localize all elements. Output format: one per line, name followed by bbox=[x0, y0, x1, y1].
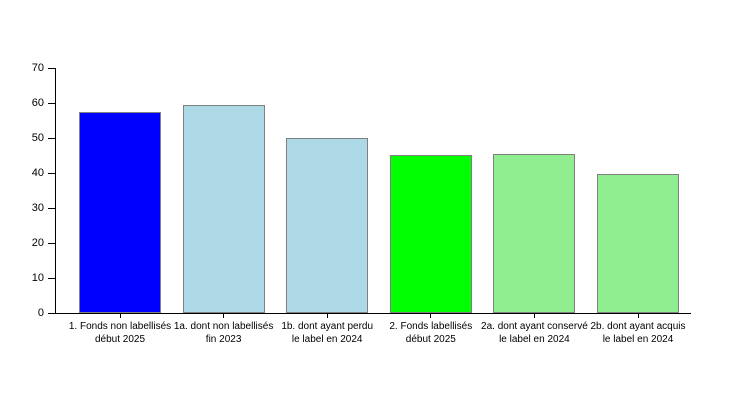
y-tick-label: 30 bbox=[31, 202, 44, 214]
x-axis-label-line: 1a. dont non labellisés bbox=[173, 321, 274, 332]
bar bbox=[493, 154, 576, 313]
x-axis-label: 2. Fonds labellisés début 2025 bbox=[361, 320, 501, 346]
bar bbox=[597, 174, 679, 313]
x-axis-label-line: 2. Fonds labellisés bbox=[389, 321, 473, 332]
x-axis-label: 2a. dont ayant conservé le label en 2024 bbox=[464, 320, 604, 346]
y-tick-label: 40 bbox=[31, 167, 44, 179]
y-tick bbox=[48, 137, 55, 139]
x-axis-label-line: 2a. dont ayant conservé bbox=[481, 321, 588, 332]
y-tick bbox=[48, 312, 55, 314]
y-tick-label: 10 bbox=[31, 272, 44, 284]
x-tick bbox=[326, 313, 328, 318]
x-axis-label: 1. Fonds non labellisés début 2025 bbox=[50, 320, 190, 346]
bar bbox=[182, 105, 265, 313]
x-axis-label-line: 2b. dont ayant acquis bbox=[590, 321, 686, 332]
x-tick bbox=[430, 313, 432, 318]
plot-area: 0 10 20 30 40 50 60 70 1. Fonds non labellisés dé… bbox=[32, 62, 691, 345]
x-axis-label-line: le label en 2024 bbox=[291, 334, 363, 345]
bar bbox=[389, 155, 472, 313]
y-tick-label: 60 bbox=[31, 97, 44, 109]
y-tick-label: 70 bbox=[31, 62, 44, 74]
x-axis-label-line: fin 2023 bbox=[205, 334, 242, 345]
x-axis-label-line: début 2025 bbox=[94, 334, 146, 345]
x-axis-label-line: le label en 2024 bbox=[602, 334, 674, 345]
x-tick bbox=[223, 313, 225, 318]
bar bbox=[286, 138, 369, 313]
x-axis-label: 2b. dont ayant acquis le label en 2024 bbox=[568, 320, 708, 346]
y-tick bbox=[48, 172, 55, 174]
x-axis-label: 1a. dont non labellisés fin 2023 bbox=[154, 320, 294, 346]
y-tick bbox=[48, 102, 55, 104]
y-tick-label: 50 bbox=[31, 132, 44, 144]
x-tick bbox=[119, 313, 121, 318]
x-axis-label-line: 1b. dont ayant perdu bbox=[281, 321, 374, 332]
x-axis-label-line: début 2025 bbox=[405, 334, 456, 345]
x-axis-label-line: le label en 2024 bbox=[499, 334, 570, 345]
y-tick bbox=[48, 207, 55, 209]
bar bbox=[79, 112, 161, 313]
y-tick bbox=[48, 242, 55, 244]
y-tick-label: 0 bbox=[37, 307, 44, 319]
y-tick bbox=[48, 67, 55, 69]
y-tick bbox=[48, 277, 55, 279]
x-tick bbox=[637, 313, 639, 318]
x-axis-label: 1b. dont ayant perdu le label en 2024 bbox=[257, 320, 397, 346]
x-tick bbox=[533, 313, 535, 318]
y-tick-label: 20 bbox=[31, 237, 44, 249]
x-axis-label-line: 1. Fonds non labellisés bbox=[68, 321, 172, 332]
